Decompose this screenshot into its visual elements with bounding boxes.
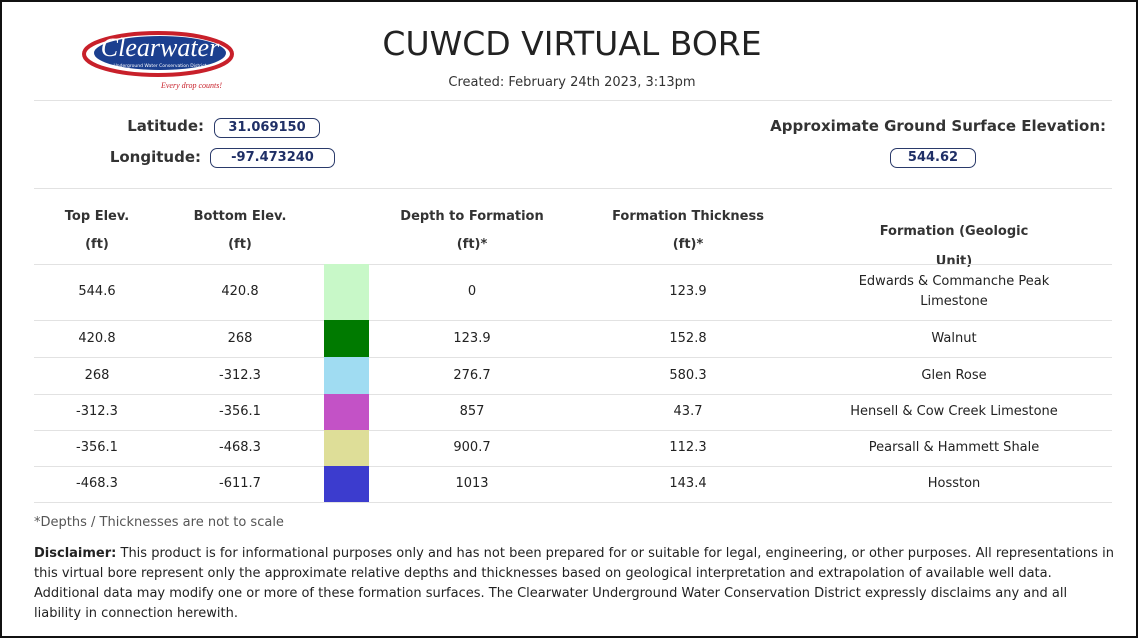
cell-thickness: 143.4 bbox=[669, 476, 707, 491]
column-header: Depth to Formation bbox=[400, 209, 544, 224]
elevation-value: 544.62 bbox=[890, 148, 976, 168]
cell-bottom: -356.1 bbox=[219, 404, 261, 419]
longitude-label: Longitude: bbox=[109, 148, 201, 166]
footnote: *Depths / Thicknesses are not to scale bbox=[34, 515, 284, 530]
longitude-value: -97.473240 bbox=[210, 148, 335, 168]
elevation-label: Approximate Ground Surface Elevation: bbox=[770, 117, 1106, 135]
cell-top: -356.1 bbox=[76, 440, 118, 455]
cell-formation: Hosston bbox=[927, 476, 981, 491]
column-header: Formation Thickness bbox=[612, 209, 764, 224]
cell-depth: 857 bbox=[459, 404, 485, 419]
divider bbox=[34, 100, 1112, 101]
formation-color bbox=[324, 264, 369, 320]
column-header: Bottom Elev. bbox=[193, 209, 287, 224]
cell-depth: 0 bbox=[467, 284, 477, 299]
logo-subtitle: Underground Water Conservation District bbox=[114, 63, 207, 69]
logo-ring bbox=[82, 31, 234, 77]
cell-depth: 123.9 bbox=[453, 330, 491, 346]
cell-thickness: 112.3 bbox=[669, 440, 707, 455]
column-header: (ft)* bbox=[672, 237, 704, 252]
row-line bbox=[34, 357, 1112, 358]
cell-top: 420.8 bbox=[78, 330, 116, 346]
cell-thickness: 580.3 bbox=[669, 367, 707, 383]
cell-bottom: -611.7 bbox=[219, 476, 261, 491]
row-line bbox=[34, 502, 1112, 503]
cell-formation: Walnut bbox=[931, 330, 977, 346]
cell-top: -312.3 bbox=[76, 404, 118, 419]
cell-thickness: 43.7 bbox=[673, 404, 703, 419]
cell-bottom: 268 bbox=[227, 330, 253, 346]
column-header: (ft)* bbox=[456, 237, 488, 252]
cell-bottom: 420.8 bbox=[221, 284, 259, 299]
logo: Clearwater Underground Water Conservatio… bbox=[82, 31, 234, 90]
cell-top: 268 bbox=[84, 367, 110, 383]
cell-formation: Glen Rose bbox=[921, 367, 987, 383]
formation-color bbox=[324, 320, 369, 357]
formation-color bbox=[324, 357, 369, 394]
logo-oval bbox=[94, 36, 226, 70]
row-line bbox=[34, 430, 1112, 431]
row-line bbox=[34, 466, 1112, 467]
cell-depth: 900.7 bbox=[453, 440, 491, 455]
cell-thickness: 152.8 bbox=[669, 330, 707, 346]
cell-formation: Hensell & Cow Creek Limestone bbox=[850, 404, 1058, 419]
cell-thickness: 123.9 bbox=[669, 284, 707, 299]
row-line bbox=[34, 264, 1112, 265]
column-header: Formation (Geologic Unit) bbox=[879, 224, 1029, 269]
cell-top: 544.6 bbox=[78, 284, 116, 299]
cell-formation: Limestone bbox=[920, 294, 988, 309]
row-line bbox=[34, 394, 1112, 395]
cell-depth: 1013 bbox=[455, 476, 489, 491]
formation-color bbox=[324, 430, 369, 466]
cell-top: -468.3 bbox=[76, 476, 118, 491]
column-header: (ft) bbox=[85, 237, 109, 252]
logo-name: Clearwater bbox=[101, 33, 220, 62]
formation-color bbox=[324, 394, 369, 430]
column-header: Top Elev. bbox=[64, 209, 130, 224]
latitude-value: 31.069150 bbox=[214, 118, 320, 138]
created: Created: February 24th 2023, 3:13pm bbox=[448, 75, 696, 90]
column-header: (ft) bbox=[228, 237, 252, 252]
cell-formation: Pearsall & Hammett Shale bbox=[868, 440, 1040, 455]
cell-bottom: -312.3 bbox=[219, 367, 261, 383]
divider bbox=[34, 188, 1112, 189]
row-line bbox=[34, 320, 1112, 321]
latitude-label: Latitude: bbox=[127, 117, 204, 135]
disclaimer: Disclaimer: This product is for informat… bbox=[34, 544, 1114, 624]
disclaimer-text: This product is for informational purpos… bbox=[34, 546, 1114, 621]
logo-tagline: Every drop counts! bbox=[160, 81, 222, 90]
cell-depth: 276.7 bbox=[453, 367, 491, 383]
formation-color bbox=[324, 466, 369, 502]
cell-formation: Edwards & Commanche Peak bbox=[858, 274, 1050, 289]
disclaimer-label: Disclaimer: bbox=[34, 546, 117, 561]
title: CUWCD VIRTUAL BORE bbox=[382, 24, 762, 63]
cell-bottom: -468.3 bbox=[219, 440, 261, 455]
